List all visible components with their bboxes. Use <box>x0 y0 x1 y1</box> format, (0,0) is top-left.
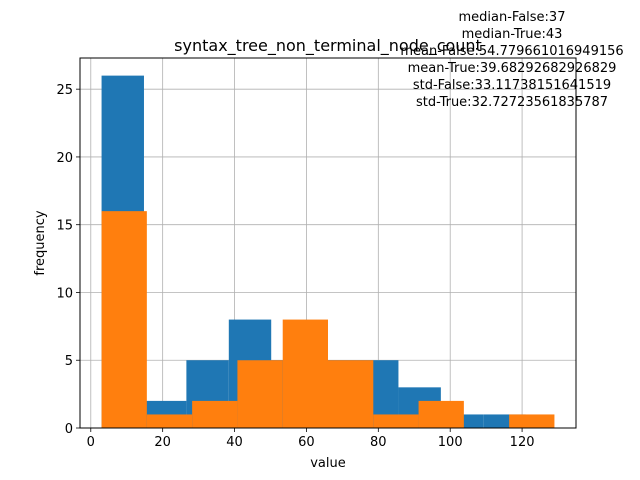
bar-true <box>282 319 328 428</box>
x-tick-label: 120 <box>510 435 535 450</box>
y-tick-label: 25 <box>56 83 73 98</box>
x-tick-label: 0 <box>87 435 95 450</box>
bar-true <box>328 360 374 428</box>
bar-true <box>418 400 464 428</box>
x-tick-label: 40 <box>226 435 243 450</box>
x-tick-label: 60 <box>298 435 315 450</box>
y-axis-label: frequency <box>33 210 48 276</box>
stat-line: mean-False:54.779661016949156 <box>400 44 623 59</box>
x-axis-label: value <box>310 456 346 471</box>
y-ticks: 0 5 10 15 20 25 <box>56 83 80 437</box>
y-tick-label: 5 <box>65 354 73 369</box>
axes-frame <box>79 57 577 429</box>
x-tick-label: 100 <box>438 435 463 450</box>
bars <box>101 75 555 428</box>
bar-true <box>192 400 238 428</box>
stat-line: median-True:43 <box>462 27 563 42</box>
series-true <box>101 211 555 428</box>
bar-true <box>101 211 147 428</box>
x-tick-label: 20 <box>154 435 171 450</box>
stat-line: mean-True:39.68292682926829 <box>408 61 617 76</box>
y-tick-label: 0 <box>65 422 73 437</box>
stats-annotation: median-False:37 median-True:43 mean-False:… <box>400 10 623 110</box>
bar-true <box>146 414 193 428</box>
x-ticks: 0 20 40 60 80 100 120 <box>87 428 535 450</box>
bar-true <box>509 414 555 428</box>
stat-line: std-False:33.11738151641519 <box>413 78 611 93</box>
bar-true <box>237 360 283 428</box>
stat-line: std-True:32.72723561835787 <box>416 95 608 110</box>
chart-title: syntax_tree_non_terminal_node_count <box>174 36 482 56</box>
y-tick-label: 20 <box>56 151 73 166</box>
y-tick-label: 10 <box>56 286 73 301</box>
stat-line: median-False:37 <box>459 10 566 25</box>
x-tick-label: 80 <box>370 435 387 450</box>
bar-true <box>373 414 419 428</box>
y-tick-label: 15 <box>56 219 73 234</box>
